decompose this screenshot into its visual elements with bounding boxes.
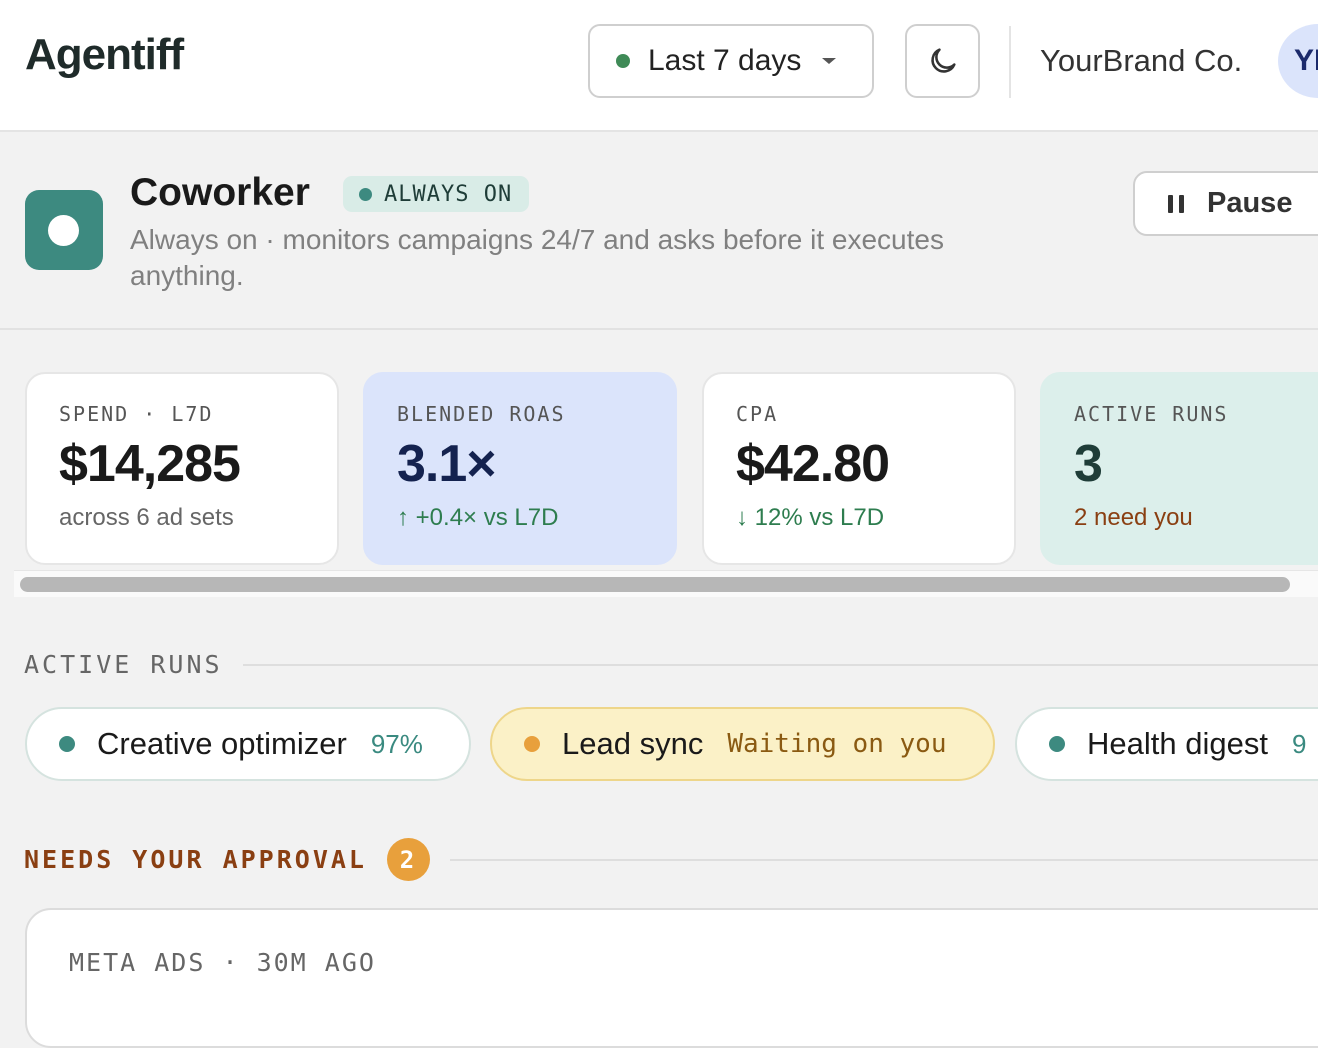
approval-count: 2 [386, 838, 430, 881]
metric-value: $14,285 [59, 435, 241, 493]
agent-icon [25, 190, 103, 270]
section-header: NEEDS YOUR APPROVAL 2 [24, 838, 1318, 881]
metric-card[interactable]: ACTIVE RUNS 3 2 need you [1040, 372, 1318, 565]
date-range-label: Last 7 days [648, 44, 802, 77]
section-rule [242, 663, 1318, 666]
status-dot [616, 54, 630, 68]
agent-name: Coworker [130, 171, 310, 214]
theme-toggle[interactable] [905, 24, 980, 98]
run-dot [1049, 736, 1065, 752]
section-header: ACTIVE RUNS [24, 650, 1318, 679]
run-pill[interactable]: Health digest 9 [1015, 707, 1318, 781]
section-rule [449, 858, 1318, 861]
run-pill[interactable]: Creative optimizer 97% [25, 707, 471, 781]
run-name: Lead sync [562, 726, 704, 761]
badge-dot [359, 187, 372, 201]
pause-label: Pause [1207, 187, 1293, 219]
metric-note: ↓ 12% vs L7D [736, 504, 885, 531]
metric-value: 3 [1074, 435, 1103, 493]
divider [1009, 26, 1011, 98]
approval-meta: META ADS · 30M AGO [69, 948, 376, 977]
pause-button[interactable]: Pause [1133, 171, 1318, 236]
metric-value: $42.80 [736, 435, 890, 493]
caret-icon [822, 58, 837, 64]
run-pill[interactable]: Lead sync Waiting on you [490, 707, 995, 781]
run-status: Waiting on you [727, 729, 947, 759]
pause-icon [1168, 194, 1184, 213]
logo[interactable]: Agentiff [25, 30, 184, 79]
metric-label: BLENDED ROAS [397, 402, 566, 426]
avatar[interactable]: YB [1278, 24, 1318, 98]
run-dot [59, 736, 75, 752]
section-title: ACTIVE RUNS [24, 650, 223, 679]
moon-icon [930, 48, 956, 73]
metric-card[interactable]: SPEND · L7D $14,285 across 6 ad sets [25, 372, 339, 565]
run-status: 97% [370, 728, 423, 759]
approval-card[interactable]: META ADS · 30M AGO [25, 908, 1318, 1048]
metric-card[interactable]: CPA $42.80 ↓ 12% vs L7D [702, 372, 1016, 565]
run-name: Health digest [1087, 726, 1268, 761]
agent-icon-dot [48, 215, 79, 246]
metric-note: across 6 ad sets [59, 504, 234, 531]
metric-note: 2 need you [1074, 504, 1193, 531]
metric-label: SPEND · L7D [59, 402, 214, 426]
run-status: 9 [1291, 728, 1307, 759]
agent-description: Always on · monitors campaigns 24/7 and … [130, 224, 944, 291]
run-name: Creative optimizer [97, 726, 347, 761]
metric-label: ACTIVE RUNS [1074, 402, 1229, 426]
metric-value: 3.1× [397, 435, 497, 493]
status-badge: ALWAYS ON [343, 176, 530, 212]
top-bar: Agentiff Last 7 days YourBrand Co. YB [0, 0, 1318, 132]
date-range-dropdown[interactable]: Last 7 days [588, 24, 874, 98]
divider [0, 328, 1318, 330]
section-title: NEEDS YOUR APPROVAL [24, 845, 367, 874]
scroll-thumb[interactable] [20, 577, 1290, 592]
run-dot [524, 736, 540, 752]
metric-note: ↑ +0.4× vs L7D [397, 504, 559, 531]
metric-label: CPA [736, 402, 779, 426]
status-text: ALWAYS ON [384, 181, 513, 207]
brand-name[interactable]: YourBrand Co. [1040, 43, 1243, 78]
metric-card[interactable]: BLENDED ROAS 3.1× ↑ +0.4× vs L7D [363, 372, 677, 565]
